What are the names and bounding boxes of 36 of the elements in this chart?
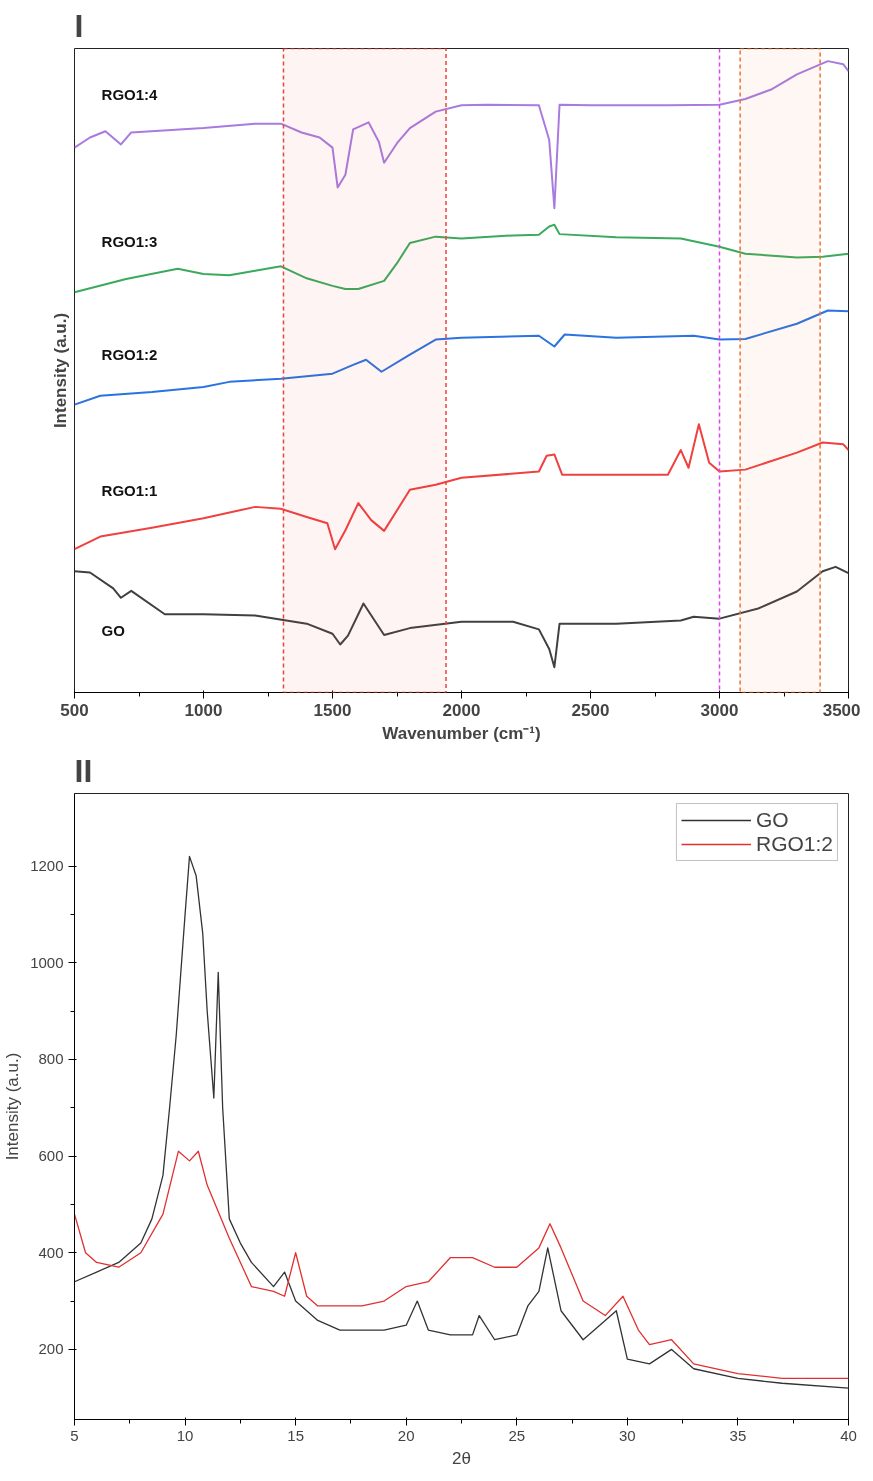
- series-label: RGO1:3: [101, 232, 158, 250]
- y-tick-label: 1000: [30, 953, 64, 971]
- x-tick-label: 20: [397, 1426, 415, 1444]
- x-tick-label: 2000: [442, 700, 481, 720]
- x-tick-label: 35: [729, 1426, 747, 1444]
- x-tick-label: 15: [287, 1426, 304, 1444]
- y-tick-label: 600: [38, 1147, 64, 1165]
- x-tick-label: 1000: [184, 700, 223, 720]
- line-series: [74, 1150, 849, 1380]
- x-axis-title: 2θ: [452, 1448, 471, 1468]
- series-label: RGO1:4: [101, 86, 159, 104]
- x-tick-label: 3500: [822, 700, 861, 720]
- x-tick-label: 30: [619, 1426, 636, 1444]
- x-axis-title: Wavenumber (cm⁻¹): [382, 723, 541, 743]
- series-label: GO: [101, 622, 126, 640]
- x-tick-label: 40: [840, 1426, 857, 1444]
- x-tick-label: 5: [70, 1426, 79, 1444]
- series-label: RGO1:1: [101, 481, 158, 499]
- x-tick-label: 500: [60, 700, 89, 720]
- y-tick-label: 1200: [30, 857, 64, 875]
- y-axis-title: Intensity (a.u.): [50, 312, 70, 429]
- x-tick-label: 3000: [700, 700, 739, 720]
- x-tick-label: 25: [508, 1426, 526, 1444]
- x-tick-label: 10: [176, 1426, 194, 1444]
- series-label: RGO1:2: [101, 345, 158, 363]
- x-tick-label: 2500: [571, 700, 610, 720]
- y-tick-label: 200: [38, 1340, 64, 1358]
- x-tick-label: 1500: [313, 700, 352, 720]
- legend-label: RGO1:2: [755, 832, 833, 856]
- legend-label: GO: [755, 808, 789, 832]
- y-axis-title: Intensity (a.u.): [3, 1052, 23, 1161]
- chart-title: I: [74, 7, 84, 44]
- line-series: [74, 855, 849, 1389]
- y-tick-label: 400: [38, 1243, 64, 1261]
- y-tick-label: 800: [38, 1050, 64, 1068]
- chart-title: II: [74, 752, 93, 789]
